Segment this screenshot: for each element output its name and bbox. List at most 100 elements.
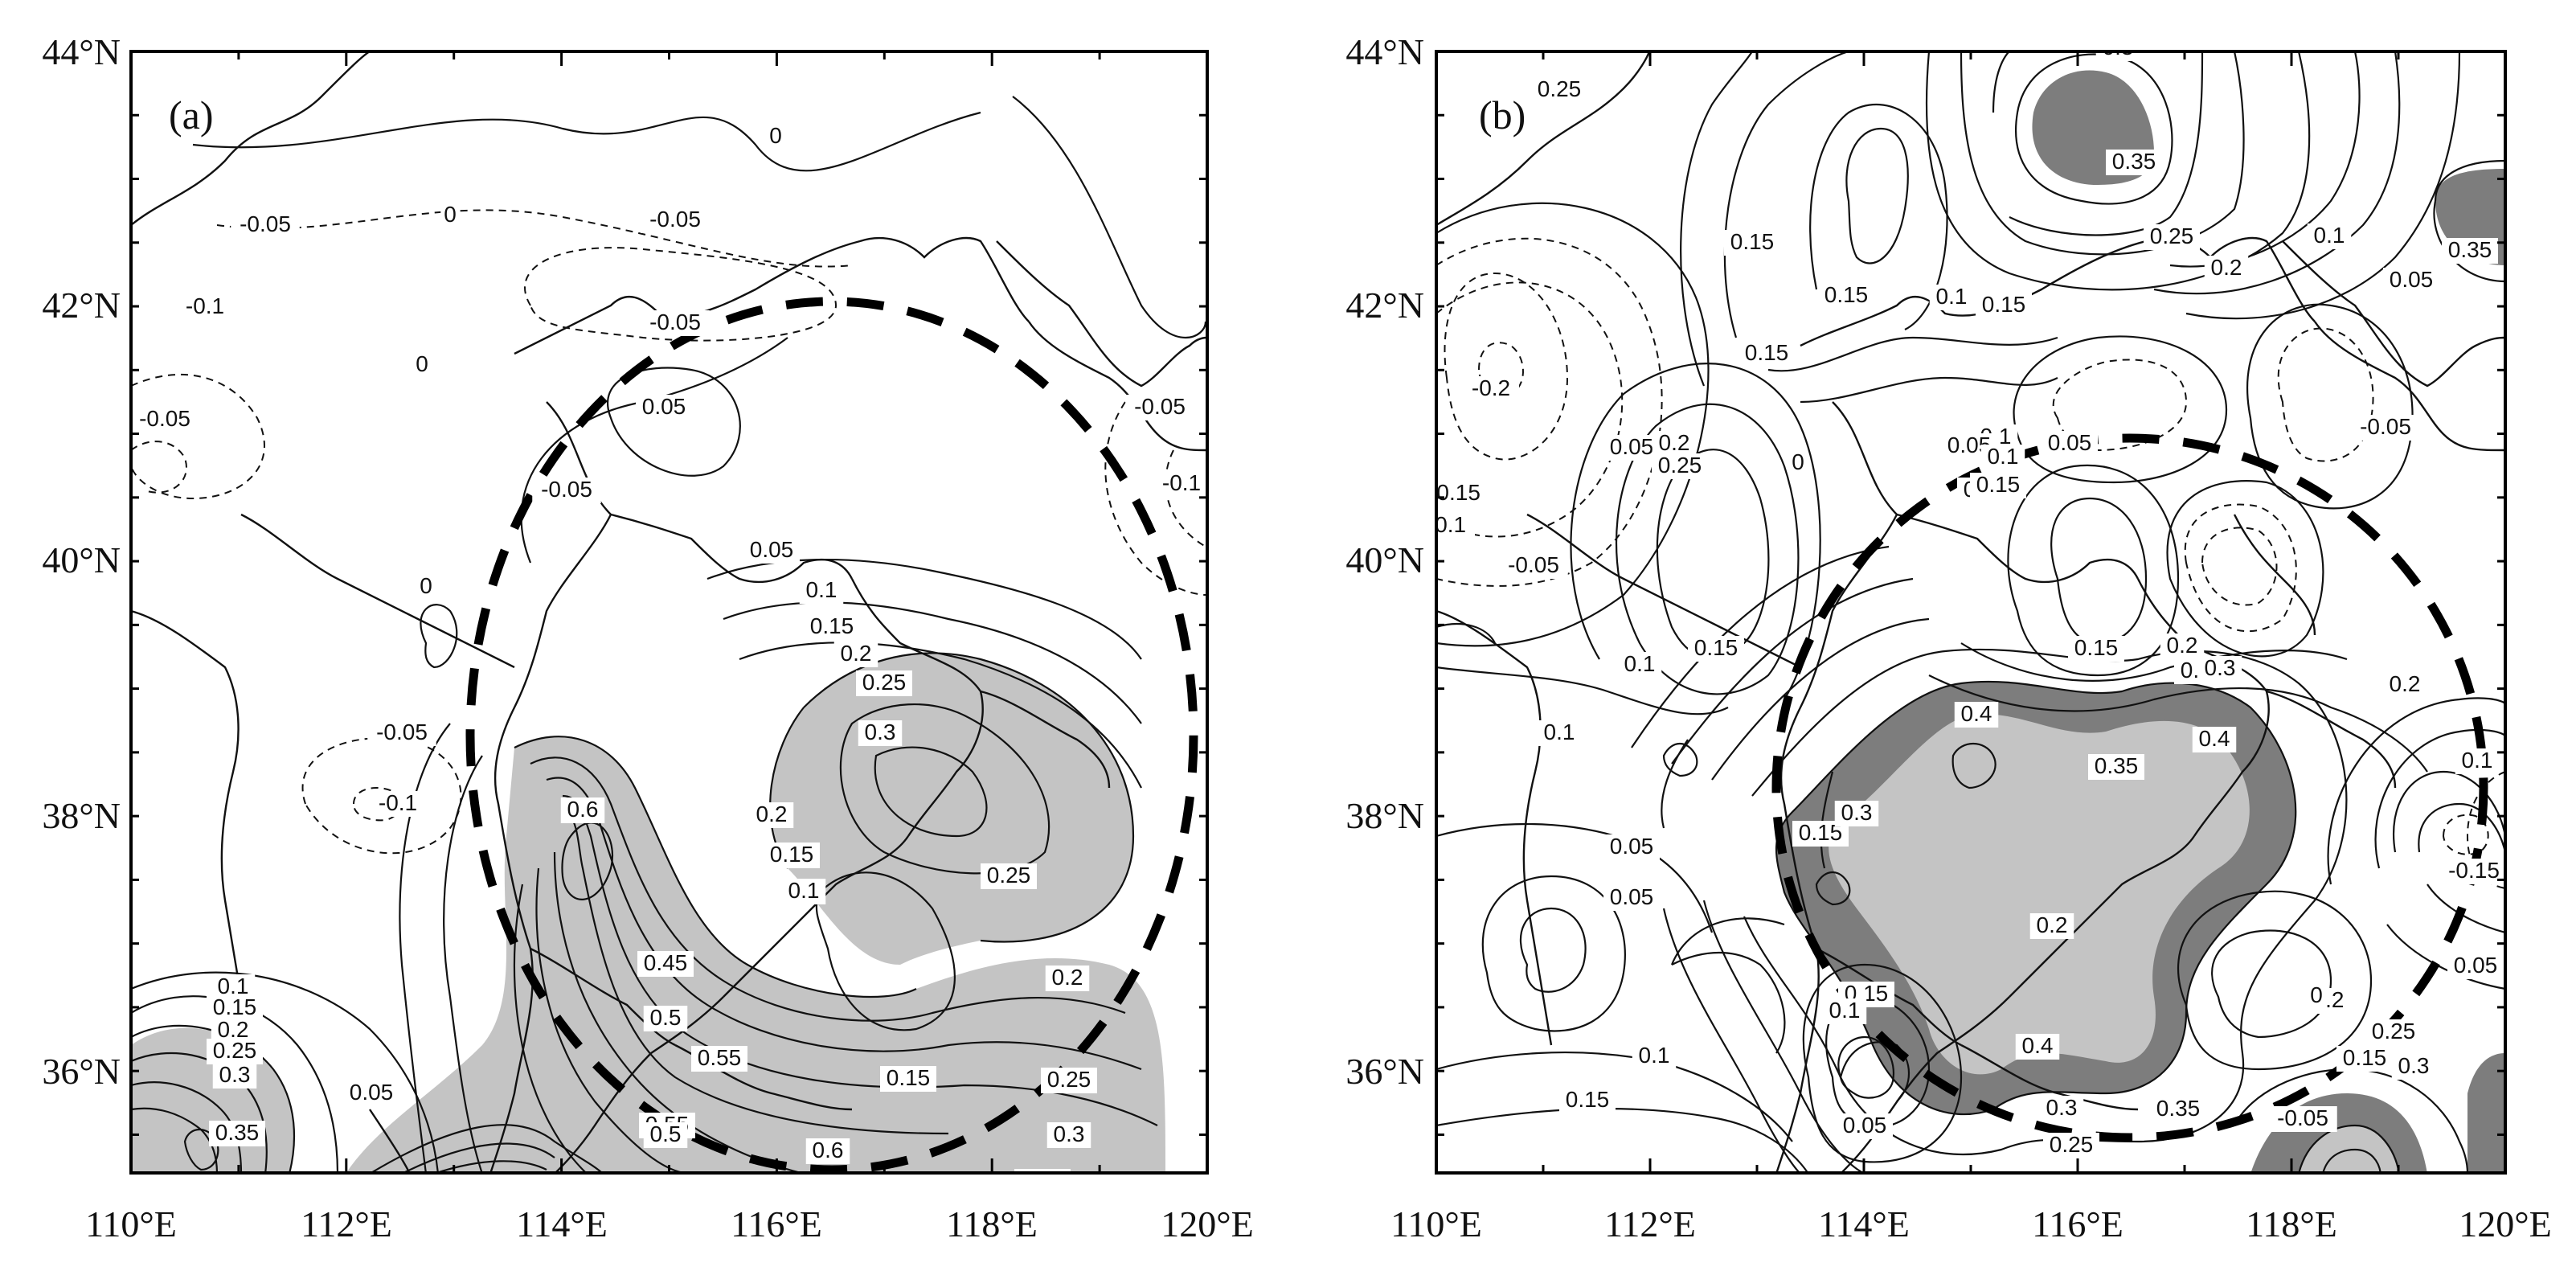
panel-b-label-bg [1738, 341, 1795, 367]
panel-b-label-bg [1652, 431, 1697, 457]
panel-a-label-bg [805, 1138, 850, 1164]
panel-a-contour-label: 0 [420, 573, 432, 598]
lon-tick-b-112: 112°E [1604, 1203, 1696, 1244]
panel-b-label-bg [1463, 376, 1519, 402]
panel-b-contour-label: 0.2 [1659, 430, 1690, 455]
panel-b-label-bg [1834, 801, 1879, 826]
shade-light-central [1829, 714, 2250, 1075]
panel-b-contour-label: 0.1 [1988, 444, 2019, 469]
lon-tick-b-120: 120°E [2459, 1203, 2552, 1244]
panel-a-label-bg [1041, 1068, 1097, 1093]
panel-b-contour-label: 0.15 [1824, 282, 1869, 307]
panel-b-contour-label: 0.1 [1936, 284, 1968, 309]
panel-b-map: 0.250.350.30.350.150.150.150.1 0.150.250.… [1427, 35, 2505, 1173]
panel-b-contour-label: 0.3 [1841, 800, 1873, 825]
panel-a-label: (a) [169, 92, 214, 137]
panel-a-contour-label: -0.05 [649, 207, 701, 232]
panel-a-label-bg [440, 203, 460, 228]
panel-b-label-bg [2383, 268, 2439, 293]
panel-b-contour-label: 0.25 [2050, 1132, 2094, 1157]
panel-b-contour-label: 0.1 [1639, 1043, 1670, 1068]
panel-b-contour-label: 0.2 [2211, 255, 2242, 280]
panel-a-label-bg [880, 1066, 936, 1092]
panel-b-contour-label: 0.05 [2454, 953, 2498, 978]
panel-b-contour-label: -0.15 [1429, 480, 1480, 505]
panel-a-contour-label: 0.3 [1054, 1121, 1085, 1146]
panel-b-label-bg [1980, 445, 2025, 470]
panel-a-label-bg [1153, 471, 1207, 497]
panel-b-contour-label: 0.05 [1610, 834, 1654, 859]
panel-b-label-bg [2160, 633, 2205, 659]
panel-b-contour-label: 0.35 [2095, 753, 2139, 778]
lat-tick-a-38: 38°N [42, 795, 121, 836]
panel-b-contour-label: -0.1 [1427, 512, 1466, 537]
panel-a-label-bg [212, 1063, 257, 1089]
panel-b-contour-label: 0.15 [1976, 472, 2021, 497]
panel-b-contour-label: 0.1 [1624, 651, 1656, 676]
panel-a-contour-label: 0.15 [810, 613, 854, 638]
panel-a-contour-label: -0.05 [240, 211, 291, 236]
panel-a-label-bg [636, 395, 692, 420]
panel-b-contour-label: 0.3 [2398, 1053, 2430, 1078]
panel-a-label-bg [691, 1046, 747, 1072]
panel-a-label-bg [1125, 395, 1194, 420]
panel-b-label-bg [2043, 1133, 2099, 1158]
panel-a-contour-label: 0.25 [862, 670, 907, 695]
lat-tick-a-40: 40°N [42, 539, 121, 580]
panel-b-label-bg [2150, 1097, 2206, 1122]
panel-a-contour-label: 0.35 [1021, 1168, 1065, 1193]
panel-a-contour-label: 0.15 [770, 842, 814, 867]
panel-b-label-bg [1929, 285, 1974, 310]
panel-b-contour-label: 0.1 [1829, 998, 1861, 1023]
panel-b-label-bg [1652, 453, 1708, 479]
panel-a-label-bg [781, 879, 826, 904]
panel-b-label-bg [1531, 77, 1587, 103]
panel-a-label-bg [643, 1006, 688, 1031]
panel-b-label-bg [2455, 748, 2500, 774]
panel-b-contour-label: 0.25 [2150, 223, 2194, 248]
panel-b-label-bg [1499, 553, 1568, 579]
panel-a-contour-label: 0.2 [756, 802, 788, 826]
panel-b-label-bg [2029, 913, 2074, 939]
panel-a-label-bg [560, 797, 605, 823]
panel-b-contour-label: 0.35 [2156, 1096, 2201, 1121]
panel-a-contour-label: 0.35 [215, 1120, 260, 1145]
panel-b-contour-label: 0.1 [2462, 748, 2493, 773]
lat-tick-a-42: 42°N [42, 285, 121, 326]
panel-b-label-bg [1970, 473, 2026, 498]
panel-b-label-bg [1837, 1113, 1893, 1139]
panel-b-contour-label: 0.05 [1610, 434, 1654, 459]
panel-a-label-bg [1014, 1169, 1071, 1173]
panel-a-contour-label: 0.3 [219, 1062, 251, 1087]
panel-b-contour-label: 0.4 [1961, 701, 1992, 726]
panel-a-label-bg [416, 574, 436, 600]
lon-tick-a-118: 118°E [946, 1203, 1038, 1244]
panel-a-contour-label: -0.05 [376, 720, 428, 744]
panel-a-contour-label: 0.25 [987, 863, 1031, 888]
panel-b-contour-label: 0.15 [1730, 229, 1775, 254]
panel-b-contour-label: 0.05 [2048, 430, 2092, 455]
panel-a-contour-label: 0.25 [1047, 1067, 1091, 1092]
panel-b-label-bg [2095, 51, 2140, 61]
panel-b-label-bg [2447, 953, 2504, 979]
lat-tick-b-36: 36°N [1345, 1051, 1424, 1092]
panel-b-contour-label: 0.4 [2199, 726, 2230, 751]
panel-b: 0.250.350.30.350.150.150.150.1 0.150.250.… [1427, 35, 2507, 1175]
shade-dark-east-edge [2467, 1053, 2505, 1173]
panel-b-label-bg [1688, 636, 1744, 662]
panel-b-label-bg [2391, 1054, 2436, 1080]
panel-a-label-bg [343, 1080, 399, 1106]
panel-a-contour-label: 0.3 [865, 720, 896, 744]
panel-b-label-bg [1822, 998, 1867, 1024]
panel-b-label-bg [2442, 238, 2498, 264]
lon-tick-a-120: 120°E [1161, 1203, 1254, 1244]
shade-region-south [346, 736, 1165, 1173]
panel-b-label-bg [1632, 1043, 1677, 1069]
axes: 44°N 42°N 40°N 38°N 36°N 44°N 42°N 40°N … [42, 31, 2551, 1244]
panel-b-contour-label: 0.3 [2103, 35, 2134, 59]
panel-a-contour-label: 0.55 [698, 1045, 742, 1070]
panel-b-label-bg [1818, 283, 1874, 309]
panel-a-label-bg [209, 1121, 265, 1146]
panel-a-contour-label: 0 [769, 123, 782, 148]
